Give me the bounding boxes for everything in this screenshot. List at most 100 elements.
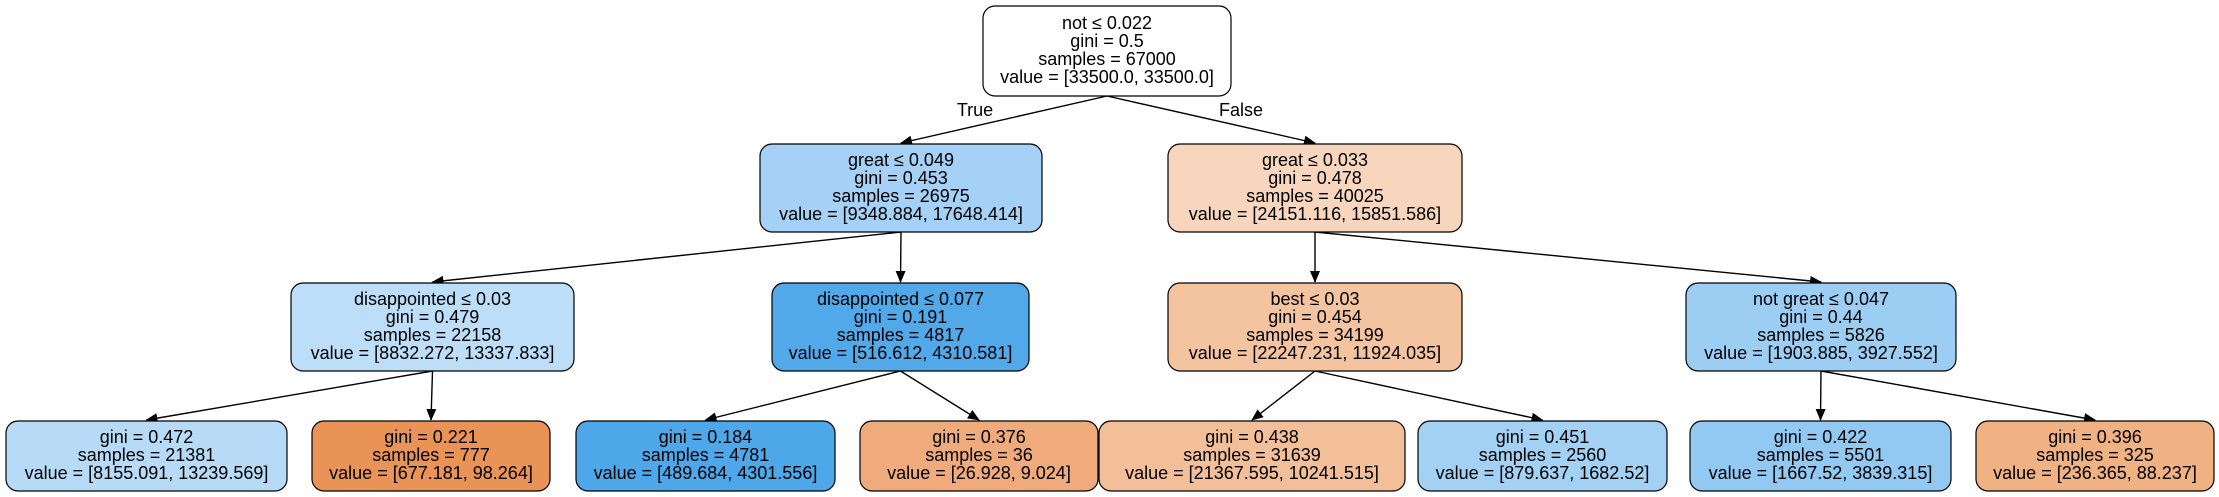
node-line: value = [26.928, 9.024] — [887, 463, 1071, 483]
edge-n1-n4 — [895, 231, 906, 283]
node-line: samples = 5501 — [1757, 445, 1885, 465]
edge-label-true: True — [957, 100, 993, 120]
node-line: gini = 0.453 — [854, 168, 948, 188]
node-line: gini = 0.472 — [100, 427, 194, 447]
node-line: gini = 0.454 — [1268, 307, 1362, 327]
node-line: gini = 0.191 — [854, 307, 948, 327]
node-line: samples = 34199 — [1246, 325, 1384, 345]
node-line: great ≤ 0.049 — [848, 150, 954, 170]
edge-n3-n8 — [426, 370, 437, 421]
node-line: value = [879.637, 1682.52] — [1436, 463, 1650, 483]
node-box — [759, 143, 1043, 233]
node-line: gini = 0.479 — [386, 307, 480, 327]
node-line: value = [8832.272, 13337.833] — [311, 343, 555, 363]
edge-n4-n10 — [900, 370, 980, 421]
node-line: value = [22247.231, 11924.035] — [1189, 343, 1441, 363]
node-box — [5, 420, 288, 492]
node-line: gini = 0.5 — [1070, 31, 1144, 51]
node-line: gini = 0.376 — [932, 427, 1026, 447]
edge-n3-n7 — [145, 370, 433, 424]
node-line: samples = 40025 — [1246, 186, 1384, 206]
node-line: gini = 0.438 — [1205, 427, 1299, 447]
node-line: samples = 67000 — [1038, 49, 1176, 69]
node-line: great ≤ 0.033 — [1262, 150, 1368, 170]
node-line: samples = 31639 — [1183, 445, 1321, 465]
edge-n4-n9 — [704, 370, 901, 423]
edge-n2-n6 — [1314, 231, 1822, 286]
node-box — [859, 420, 1099, 492]
edge-label-false: False — [1219, 100, 1263, 120]
node-box — [311, 420, 551, 492]
node-line: value = [1667.52, 3839.315] — [1709, 463, 1933, 483]
node-line: disappointed ≤ 0.077 — [817, 289, 984, 309]
node-box — [290, 282, 575, 372]
node-line: value = [33500.0, 33500.0] — [1000, 67, 1214, 87]
node-line: value = [21367.595, 10241.515] — [1125, 463, 1379, 483]
edge-n0-n2 — [1106, 95, 1316, 146]
node-line: samples = 4817 — [837, 325, 965, 345]
node-line: samples = 2560 — [1479, 445, 1607, 465]
node-line: gini = 0.396 — [2048, 427, 2142, 447]
node-line: disappointed ≤ 0.03 — [354, 289, 511, 309]
node-line: samples = 5826 — [1757, 325, 1885, 345]
node-line: value = [1903.885, 3927.552] — [1704, 343, 1938, 363]
node-line: samples = 777 — [372, 445, 490, 465]
node-box — [1167, 143, 1463, 233]
node-line: gini = 0.221 — [384, 427, 478, 447]
edge-n6-n13 — [1815, 370, 1826, 421]
node-line: value = [677.181, 98.264] — [329, 463, 533, 483]
node-line: samples = 325 — [2036, 445, 2154, 465]
node-box — [1098, 420, 1406, 492]
node-box — [1167, 282, 1463, 372]
node-box — [771, 282, 1030, 372]
tree-edges — [145, 95, 2096, 424]
node-line: gini = 0.478 — [1268, 168, 1362, 188]
node-line: gini = 0.451 — [1496, 427, 1590, 447]
node-line: samples = 26975 — [832, 186, 970, 206]
node-line: samples = 36 — [925, 445, 1033, 465]
node-line: gini = 0.184 — [659, 427, 753, 447]
node-box — [1975, 420, 2215, 492]
edge-n0-n1 — [900, 95, 1108, 146]
node-line: samples = 22158 — [364, 325, 502, 345]
node-line: value = [8155.091, 13239.569] — [25, 463, 269, 483]
node-line: value = [9348.884, 17648.414] — [779, 204, 1023, 224]
edge-n5-n11 — [1251, 370, 1316, 421]
node-line: value = [489.684, 4301.556] — [594, 463, 818, 483]
node-line: value = [24151.116, 15851.586] — [1189, 204, 1441, 224]
node-box — [1685, 282, 1957, 372]
node-line: gini = 0.44 — [1779, 307, 1863, 327]
node-line: best ≤ 0.03 — [1271, 289, 1360, 309]
node-line: gini = 0.422 — [1774, 427, 1868, 447]
node-line: value = [236.365, 88.237] — [1993, 463, 2197, 483]
edge-n1-n3 — [431, 231, 902, 286]
edge-n5-n12 — [1314, 370, 1544, 423]
node-line: samples = 4781 — [642, 445, 770, 465]
node-box — [575, 420, 836, 492]
node-box — [1689, 420, 1952, 492]
node-box — [1417, 420, 1668, 492]
node-line: not ≤ 0.022 — [1062, 13, 1152, 33]
node-box — [982, 5, 1232, 97]
edge-n6-n14 — [1820, 370, 2096, 423]
node-line: samples = 21381 — [78, 445, 216, 465]
node-line: value = [516.612, 4310.581] — [789, 343, 1013, 363]
node-line: not great ≤ 0.047 — [1753, 289, 1889, 309]
